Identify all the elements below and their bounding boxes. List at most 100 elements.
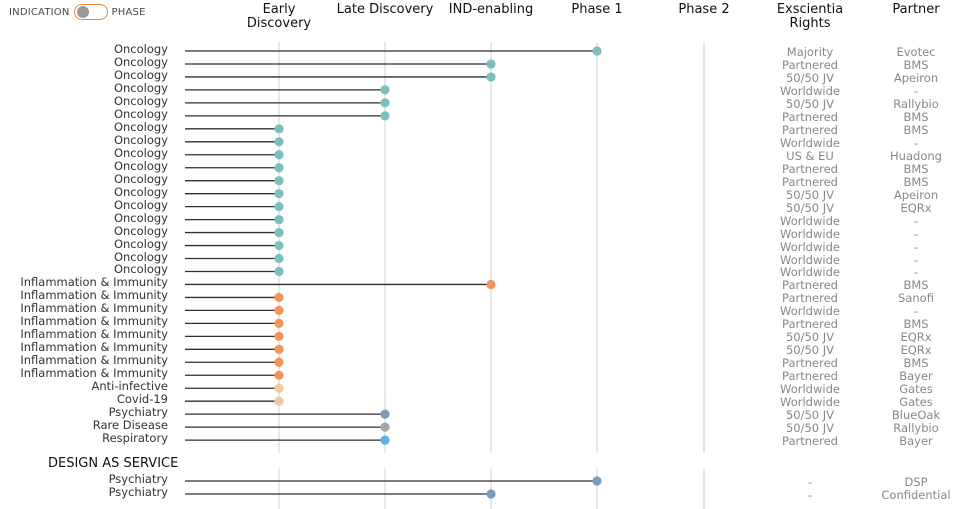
indication-label: Oncology xyxy=(113,93,168,108)
toggle-knob xyxy=(76,5,89,18)
partner-cell: Apeiron xyxy=(893,70,939,85)
partner-cell: BMS xyxy=(903,122,929,137)
partner-cell: BMS xyxy=(903,57,929,72)
rights-cell: Partnered xyxy=(782,369,838,384)
partner-cell: Bayer xyxy=(899,369,933,384)
partner-cell: BlueOak xyxy=(891,408,941,423)
program-marker[interactable] xyxy=(486,279,496,290)
program-marker[interactable] xyxy=(274,383,284,393)
rights-cell: - xyxy=(807,488,813,502)
indication-label: Inflammation & Immunity xyxy=(20,288,168,303)
rights-cell: Partnered xyxy=(782,174,838,189)
design-as-service-title: DESIGN AS SERVICE xyxy=(48,456,179,471)
partner-cell: - xyxy=(913,265,919,280)
partner-cell: Sanofi xyxy=(898,291,934,306)
indication-label: Rare Disease xyxy=(92,418,168,433)
indication-label: Psychiatry xyxy=(108,405,168,420)
indication-label: Oncology xyxy=(113,236,168,251)
rights-cell: Worldwide xyxy=(780,226,840,241)
program-marker[interactable] xyxy=(592,476,602,486)
indication-label: Oncology xyxy=(113,249,168,264)
partner-cell: BMS xyxy=(903,278,929,293)
partner-cell: Gates xyxy=(899,395,933,410)
partner-cell: BMS xyxy=(903,317,929,332)
indication-label: Oncology xyxy=(113,158,168,173)
indication-label: Oncology xyxy=(113,119,168,134)
partner-cell: EQRx xyxy=(900,330,932,345)
indication-phase-toggle[interactable]: INDICATION PHASE xyxy=(9,3,146,21)
program-marker[interactable] xyxy=(274,370,284,380)
indication-label: Oncology xyxy=(113,223,168,238)
program-marker[interactable] xyxy=(274,215,284,225)
partner-cell: BMS xyxy=(903,356,929,371)
rights-cell: Worldwide xyxy=(780,213,840,228)
rights-cell: Partnered xyxy=(782,109,838,124)
program-marker[interactable] xyxy=(274,357,284,367)
program-marker[interactable] xyxy=(380,409,390,419)
program-marker[interactable] xyxy=(380,111,390,121)
indication-label: Oncology xyxy=(113,106,168,121)
rights-cell: Worldwide xyxy=(780,265,840,280)
program-marker[interactable] xyxy=(380,422,390,432)
indication-label: Oncology xyxy=(113,145,168,160)
indication-label: Oncology xyxy=(113,67,168,82)
rights-cell: Worldwide xyxy=(780,304,840,319)
rights-cell: Worldwide xyxy=(780,83,840,98)
program-marker[interactable] xyxy=(274,292,284,303)
program-marker[interactable] xyxy=(274,163,284,173)
program-marker[interactable] xyxy=(380,85,390,95)
partner-cell: - xyxy=(913,252,919,267)
program-marker[interactable] xyxy=(274,344,284,354)
partner-cell: EQRx xyxy=(900,200,932,215)
toggle-switch[interactable] xyxy=(73,4,108,20)
program-marker[interactable] xyxy=(380,435,390,445)
program-marker[interactable] xyxy=(592,46,602,56)
indication-label: Respiratory xyxy=(102,431,168,446)
program-marker[interactable] xyxy=(274,305,284,315)
rights-cell: Partnered xyxy=(782,356,838,371)
rights-cell: 50/50 JV xyxy=(785,200,835,215)
program-marker[interactable] xyxy=(486,59,496,69)
rights-cell: Partnered xyxy=(782,434,838,449)
stage-header-early-discovery: Early Discovery xyxy=(246,2,312,31)
partner-cell: Apeiron xyxy=(893,187,939,202)
rights-cell: Worldwide xyxy=(780,239,840,254)
program-marker[interactable] xyxy=(380,98,390,108)
partner-cell: - xyxy=(913,304,919,319)
program-marker[interactable] xyxy=(274,202,284,212)
program-marker[interactable] xyxy=(274,150,284,160)
program-marker[interactable] xyxy=(486,489,496,499)
rights-column-header: Exscientia Rights xyxy=(776,2,844,31)
partner-cell: - xyxy=(913,135,919,150)
program-marker[interactable] xyxy=(486,72,496,82)
program-marker[interactable] xyxy=(274,318,284,328)
partner-cell: Gates xyxy=(899,382,933,397)
indication-label: Oncology xyxy=(113,262,168,277)
rights-cell: 50/50 JV xyxy=(785,408,835,423)
program-marker[interactable] xyxy=(274,266,284,277)
program-marker[interactable] xyxy=(274,396,284,406)
rights-cell: 50/50 JV xyxy=(785,421,835,436)
partner-cell: BMS xyxy=(903,109,929,124)
program-marker[interactable] xyxy=(274,189,284,199)
indication-label: Oncology xyxy=(113,184,168,199)
partner-cell: EQRx xyxy=(900,343,932,358)
program-marker[interactable] xyxy=(274,240,284,251)
rights-cell: Partnered xyxy=(782,317,838,332)
indication-label: Oncology xyxy=(113,210,168,225)
indication-label: Inflammation & Immunity xyxy=(20,314,168,329)
partner-cell: Confidential xyxy=(881,488,951,502)
program-marker[interactable] xyxy=(274,176,284,186)
rights-cell: - xyxy=(807,475,813,489)
program-marker[interactable] xyxy=(274,137,284,147)
partner-cell: - xyxy=(913,83,919,98)
program-marker[interactable] xyxy=(274,227,284,238)
program-marker[interactable] xyxy=(274,253,284,264)
indication-label: Inflammation & Immunity xyxy=(20,301,168,316)
indication-label: Oncology xyxy=(113,197,168,212)
rights-cell: Partnered xyxy=(782,57,838,72)
program-marker[interactable] xyxy=(274,331,284,341)
indication-label: Oncology xyxy=(113,171,168,186)
toggle-label-phase: PHASE xyxy=(111,6,146,18)
program-marker[interactable] xyxy=(274,124,284,134)
